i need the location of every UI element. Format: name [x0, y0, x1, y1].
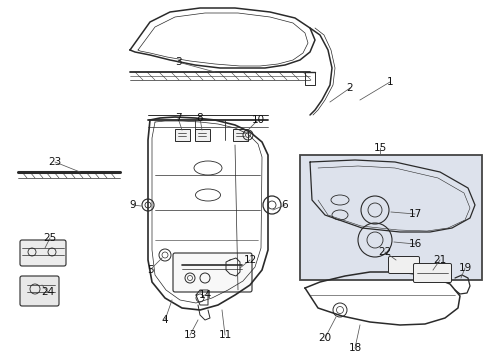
Text: 20: 20	[318, 333, 332, 343]
Text: 12: 12	[244, 255, 257, 265]
Text: 21: 21	[433, 255, 446, 265]
Text: 15: 15	[373, 143, 387, 153]
FancyBboxPatch shape	[414, 264, 451, 283]
Text: 5: 5	[147, 265, 153, 275]
FancyBboxPatch shape	[20, 240, 66, 266]
Text: 23: 23	[49, 157, 62, 167]
Text: 10: 10	[251, 115, 265, 125]
FancyBboxPatch shape	[195, 129, 210, 141]
FancyBboxPatch shape	[175, 129, 190, 141]
Text: 19: 19	[458, 263, 471, 273]
Text: 25: 25	[44, 233, 57, 243]
Text: 8: 8	[196, 113, 203, 123]
Text: 17: 17	[408, 209, 421, 219]
Text: 24: 24	[41, 287, 54, 297]
Text: 4: 4	[162, 315, 168, 325]
Text: 9: 9	[130, 200, 136, 210]
Text: 18: 18	[348, 343, 362, 353]
Text: 13: 13	[183, 330, 196, 340]
FancyBboxPatch shape	[389, 256, 419, 274]
Text: 7: 7	[175, 113, 181, 123]
FancyBboxPatch shape	[173, 253, 252, 292]
Text: 2: 2	[347, 83, 353, 93]
Text: 6: 6	[282, 200, 288, 210]
Text: 3: 3	[175, 57, 181, 67]
Text: 14: 14	[198, 290, 212, 300]
Text: 1: 1	[387, 77, 393, 87]
Text: 16: 16	[408, 239, 421, 249]
FancyBboxPatch shape	[233, 129, 248, 141]
Text: 11: 11	[219, 330, 232, 340]
FancyBboxPatch shape	[300, 155, 482, 280]
Text: 22: 22	[378, 247, 392, 257]
FancyBboxPatch shape	[20, 276, 59, 306]
